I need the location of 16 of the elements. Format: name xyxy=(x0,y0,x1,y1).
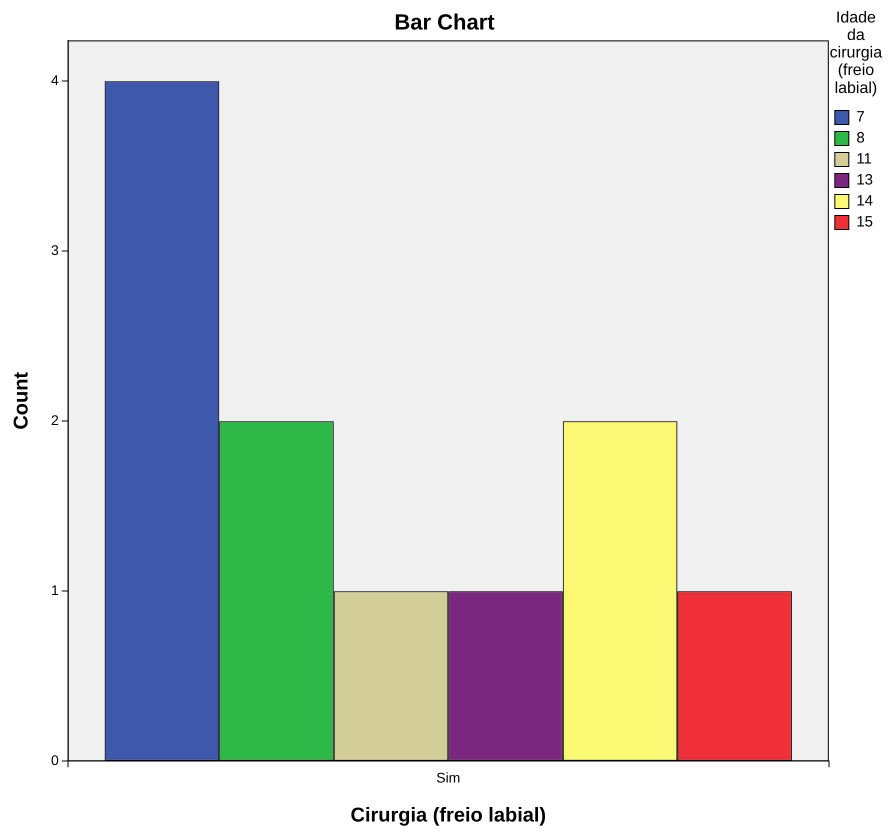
y-axis-title: Count xyxy=(10,372,33,430)
legend-label: 8 xyxy=(856,130,865,147)
legend-label: 14 xyxy=(856,192,874,210)
y-tick-label: 4 xyxy=(50,72,59,88)
x-tick-label: Sim xyxy=(436,769,460,786)
y-tick-label: 0 xyxy=(50,752,59,768)
chart-title: Bar Chart xyxy=(394,9,496,34)
y-tick-label: 3 xyxy=(50,242,59,258)
legend-label: 11 xyxy=(856,150,872,168)
legend-label: 7 xyxy=(856,108,865,126)
legend-label: 15 xyxy=(856,214,874,231)
legend-label: 13 xyxy=(856,172,874,189)
y-tick-label: 2 xyxy=(50,412,59,428)
x-axis-title: Cirurgia (freio labial) xyxy=(350,804,546,827)
y-tick-label: 1 xyxy=(50,582,59,598)
legend-title: Idade da cirurgia (freio labial) xyxy=(830,9,882,97)
